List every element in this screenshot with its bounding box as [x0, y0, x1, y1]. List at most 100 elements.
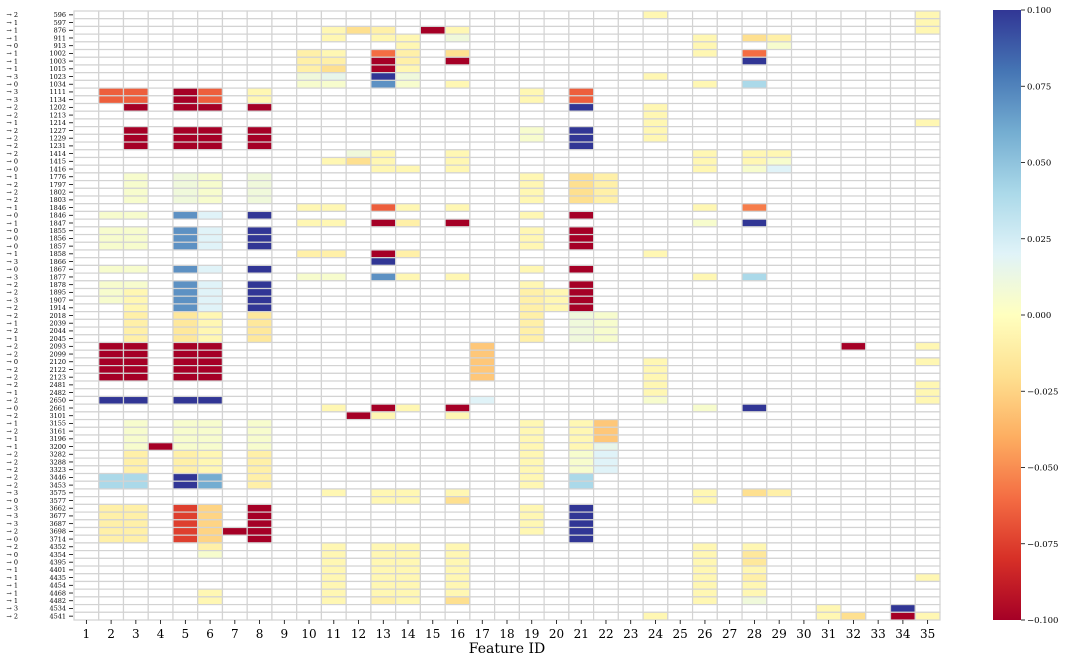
heatmap-cell: [469, 519, 496, 529]
heatmap-cell: [642, 542, 669, 552]
heatmap-cell: [469, 573, 496, 583]
heatmap-cell: [865, 395, 892, 405]
heatmap-cell: [271, 550, 298, 559]
y-tick-prefix: → 0: [6, 165, 18, 173]
heatmap-cell: [320, 195, 347, 205]
heatmap-cell: [419, 56, 446, 66]
heatmap-cell: [790, 380, 817, 390]
heatmap-cell: [246, 365, 273, 374]
x-axis-label: Feature ID: [469, 641, 545, 657]
heatmap-cell: [296, 56, 323, 66]
heatmap-cell: [642, 472, 669, 482]
heatmap-cell: [667, 126, 694, 135]
heatmap-cell: [691, 542, 718, 552]
heatmap-cell: [741, 187, 768, 197]
heatmap-cell: [840, 496, 867, 505]
heatmap-cell: [296, 326, 323, 336]
heatmap-cell: [914, 550, 941, 559]
heatmap-cell: [790, 272, 817, 282]
heatmap-cell: [766, 264, 793, 274]
y-tick-label: 3698: [49, 528, 66, 536]
y-tick-label: 1895: [49, 289, 66, 297]
heatmap-cell: [345, 496, 372, 505]
heatmap-cell: [592, 102, 619, 112]
heatmap-cell: [815, 218, 842, 228]
heatmap-cell: [296, 156, 323, 166]
heatmap-cell: [296, 95, 323, 105]
heatmap-cell: [370, 241, 397, 251]
heatmap-cell: [370, 442, 397, 452]
heatmap-cell: [889, 102, 916, 112]
heatmap-cell: [568, 272, 595, 282]
heatmap-cell: [766, 418, 793, 428]
heatmap-cell: [716, 311, 743, 320]
heatmap-cell: [296, 403, 323, 413]
heatmap-cell: [98, 311, 125, 320]
heatmap-cell: [642, 449, 669, 459]
heatmap-cell: [197, 218, 224, 228]
heatmap-cell: [889, 303, 916, 313]
heatmap-cell: [617, 102, 644, 112]
heatmap-cell: [147, 56, 174, 66]
heatmap-cell: [543, 25, 570, 35]
heatmap-cell: [914, 426, 941, 436]
heatmap-cell: [221, 210, 248, 220]
heatmap-cell: [840, 18, 867, 28]
heatmap-cell: [691, 380, 718, 390]
heatmap-cell: [494, 411, 520, 421]
heatmap-cell: [271, 603, 298, 613]
heatmap-cell: [73, 588, 100, 598]
heatmap-cell: [716, 372, 743, 382]
heatmap-cell: [592, 488, 619, 498]
heatmap-cell: [889, 565, 916, 575]
heatmap-cell: [865, 203, 892, 213]
heatmap-cell: [914, 72, 941, 81]
heatmap-cell: [865, 457, 892, 467]
heatmap-cell: [741, 311, 768, 320]
heatmap-cell: [840, 403, 867, 413]
heatmap-cell: [716, 133, 743, 143]
heatmap-cell: [766, 18, 793, 28]
heatmap-cell: [889, 550, 916, 559]
x-tick-label: 14: [400, 627, 416, 641]
heatmap-cell: [494, 295, 520, 305]
heatmap-cell: [73, 18, 100, 28]
heatmap-cell: [419, 403, 446, 413]
y-tick-prefix: → 1: [6, 420, 18, 428]
heatmap-cell: [741, 264, 768, 274]
heatmap-cell: [790, 233, 817, 243]
heatmap-cell: [840, 603, 867, 613]
heatmap-cell: [790, 588, 817, 598]
heatmap-cell: [592, 226, 619, 236]
heatmap-cell: [815, 311, 842, 320]
heatmap-cell: [815, 603, 842, 613]
heatmap-cell: [73, 133, 100, 143]
heatmap-cell: [543, 126, 570, 135]
heatmap-cell: [197, 496, 224, 505]
heatmap-cell: [568, 542, 595, 552]
heatmap-cell: [815, 164, 842, 174]
heatmap-cell: [667, 334, 694, 344]
heatmap-cell: [568, 33, 595, 43]
heatmap-cell: [320, 519, 347, 529]
heatmap-cell: [741, 25, 768, 35]
heatmap-cell: [667, 48, 694, 58]
heatmap-cell: [741, 457, 768, 467]
heatmap-cell: [543, 341, 570, 351]
heatmap-cell: [518, 372, 545, 382]
heatmap-cell: [592, 357, 619, 367]
heatmap-cell: [345, 542, 372, 552]
heatmap-cell: [296, 388, 323, 398]
heatmap-cell: [197, 257, 224, 266]
heatmap-cell: [592, 472, 619, 482]
heatmap-cell: [716, 449, 743, 459]
y-tick-label: 3662: [49, 505, 66, 513]
heatmap-cell: [221, 179, 248, 189]
heatmap-cell: [98, 102, 125, 112]
heatmap-cell: [617, 164, 644, 174]
y-tick-label: 2044: [49, 327, 66, 335]
heatmap-cell: [667, 72, 694, 81]
heatmap-cell: [246, 126, 273, 135]
heatmap-cell: [815, 118, 842, 128]
heatmap-cell: [370, 295, 397, 305]
